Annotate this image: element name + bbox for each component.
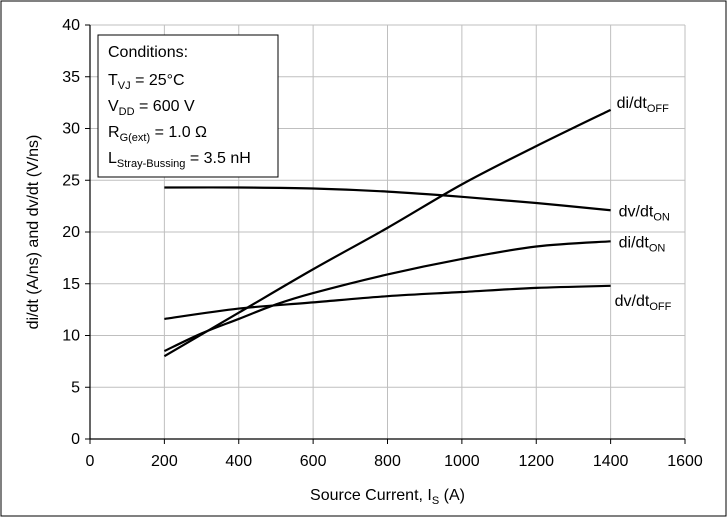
- series-label-main: di/dt: [617, 95, 648, 112]
- series-label-di-dt-off: di/dtOFF: [617, 95, 670, 115]
- conditions-line-main: L: [108, 150, 117, 167]
- conditions-line-main: R: [108, 124, 120, 141]
- series-label-main: dv/dt: [619, 203, 654, 220]
- conditions-line-tail: = 600 V: [135, 98, 195, 115]
- series-label-sub: ON: [649, 242, 666, 254]
- x-tick-label: 400: [225, 453, 252, 470]
- conditions-heading: Conditions:: [108, 44, 188, 61]
- conditions-line-main: V: [108, 98, 119, 115]
- y-tick-label: 30: [62, 121, 80, 138]
- conditions-line: RG(ext) = 1.0 Ω: [108, 124, 207, 144]
- series-label-sub: OFF: [647, 103, 669, 115]
- x-tick-label: 600: [300, 453, 327, 470]
- series-label-main: di/dt: [619, 234, 650, 251]
- conditions-line-sub: VJ: [118, 80, 131, 92]
- series-label-dv-dt-on: dv/dtON: [619, 203, 670, 223]
- y-tick-label: 15: [62, 276, 80, 293]
- series-label-di-dt-on: di/dtON: [619, 234, 666, 254]
- x-tick-label: 1600: [667, 453, 703, 470]
- series-line-dv-dt-off: [164, 284, 611, 321]
- axis-layer: 0 200 400 600 800 1000 1200 1400 1600 0 5 10 15 20 25 3…: [25, 17, 703, 507]
- y-tick-label: 10: [62, 328, 80, 345]
- x-tick-label: 200: [151, 453, 178, 470]
- series-line-di-dt-on: [163, 240, 611, 353]
- y-tick-label: 25: [62, 172, 80, 189]
- x-tick-label: 800: [374, 453, 401, 470]
- conditions-line-tail: = 1.0 Ω: [150, 124, 207, 141]
- y-tick-label: 40: [62, 17, 80, 34]
- x-tick-label: 1000: [444, 453, 480, 470]
- conditions-line-tail: = 25°C: [131, 72, 185, 89]
- series-line-dv-dt-on: [164, 186, 611, 212]
- series-label-sub: OFF: [649, 301, 671, 313]
- series-label-sub: ON: [653, 211, 670, 223]
- conditions-line-sub: G(ext): [120, 132, 151, 144]
- conditions-line-sub: Stray-Bussing: [117, 158, 185, 170]
- y-tick-label: 5: [71, 379, 80, 396]
- x-tick-label: 0: [86, 453, 95, 470]
- series-line-di-dt-off: [163, 108, 612, 358]
- conditions-line: LStray-Bussing = 3.5 nH: [108, 150, 251, 170]
- x-axis-title: Source Current, IS (A): [310, 487, 465, 507]
- conditions-box: Conditions: TVJ = 25°C VDD = 600 V RG(ext) …: [97, 34, 279, 178]
- y-tick-label: 20: [62, 224, 80, 241]
- series-label-dv-dt-off: dv/dtOFF: [615, 293, 672, 313]
- x-axis-title-tail: (A): [439, 487, 465, 504]
- conditions-line: TVJ = 25°C: [108, 72, 185, 92]
- x-axis-title-main: Source Current, I: [310, 487, 432, 504]
- conditions-box-frame: [97, 34, 279, 178]
- y-tick-label: 35: [62, 69, 80, 86]
- series-label-main: dv/dt: [615, 293, 650, 310]
- conditions-line-sub: DD: [119, 106, 135, 118]
- series-layer: [163, 108, 612, 358]
- conditions-line-main: T: [108, 72, 118, 89]
- y-tick-label: 0: [71, 431, 80, 448]
- y-axis-title: di/dt (A/ns) and dv/dt (V/ns): [25, 135, 42, 330]
- conditions-line-tail: = 3.5 nH: [185, 150, 250, 167]
- x-axis-title-sub: S: [432, 495, 439, 507]
- conditions-line: VDD = 600 V: [108, 98, 195, 118]
- x-tick-label: 1400: [593, 453, 629, 470]
- x-tick-label: 1200: [518, 453, 554, 470]
